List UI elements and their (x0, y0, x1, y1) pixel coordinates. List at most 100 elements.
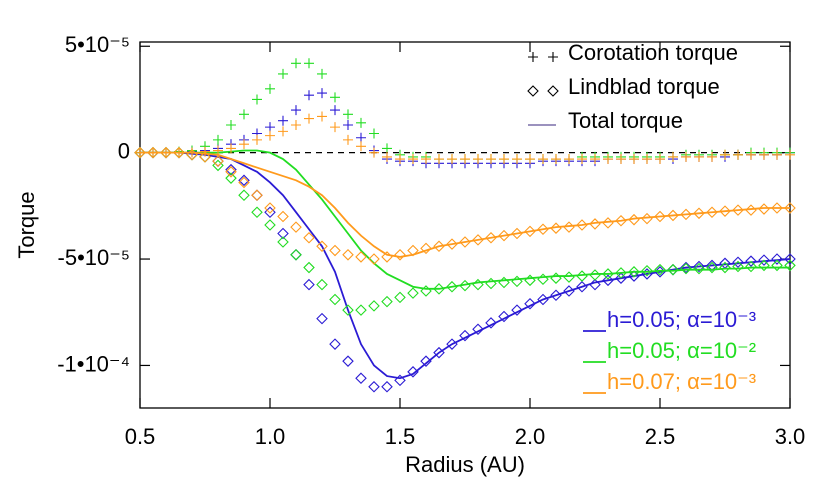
corotation-marker (278, 115, 288, 126)
corotation-marker (278, 68, 288, 79)
legend-label: h=0.05; α=10⁻² (607, 338, 756, 363)
corotation-marker (707, 151, 717, 162)
legend-symbol (527, 85, 539, 97)
corotation-marker (629, 154, 639, 165)
corotation-marker (525, 154, 535, 165)
lindblad-marker (719, 261, 731, 274)
lindblad-marker (693, 207, 705, 220)
lindblad-marker (745, 255, 757, 267)
legend-label: h=0.05; α=10⁻³ (607, 307, 756, 332)
lindblad-marker (368, 253, 380, 265)
lindblad-marker (316, 312, 328, 325)
lindblad-marker (563, 271, 575, 283)
corotation-marker (382, 151, 392, 162)
lindblad-marker (745, 260, 757, 273)
corotation-marker (785, 149, 795, 160)
lindblad-marker (472, 278, 484, 291)
lindblad-marker (485, 317, 497, 329)
legend-label: Total torque (568, 108, 683, 133)
lindblad-marker (667, 209, 679, 222)
lindblad-marker (719, 205, 731, 217)
corotation-marker (460, 154, 470, 165)
x-tick-label: 2.5 (645, 424, 676, 449)
corotation-marker (291, 119, 301, 130)
lindblad-marker (199, 151, 211, 163)
lindblad-marker (459, 329, 471, 342)
legend-symbol (547, 85, 559, 97)
lindblad-marker (511, 304, 523, 316)
corotation-marker (304, 90, 314, 101)
corotation-marker (343, 109, 353, 120)
lindblad-marker (680, 208, 692, 221)
lindblad-marker (628, 270, 640, 282)
lindblad-marker (329, 244, 341, 257)
corotation-marker (291, 58, 301, 69)
lindblad-marker (173, 146, 185, 159)
corotation-marker (642, 154, 652, 165)
lindblad-marker (394, 374, 406, 387)
lindblad-marker (225, 166, 237, 178)
corotation-marker (746, 149, 756, 160)
lindblad-marker (654, 263, 666, 276)
lindblad-marker (706, 206, 718, 219)
lindblad-marker (342, 249, 354, 261)
corotation-marker (252, 134, 262, 145)
lindblad-marker (758, 254, 770, 266)
lindblad-marker (225, 172, 237, 184)
corotation-marker (395, 154, 405, 165)
legend-symbol (528, 52, 538, 62)
corotation-marker (421, 154, 431, 165)
corotation-marker (447, 154, 457, 165)
corotation-marker (499, 154, 509, 165)
lindblad-marker (537, 223, 549, 236)
corotation-marker (330, 92, 340, 103)
lindblad-marker (160, 146, 172, 159)
x-axis-title: Radius (AU) (405, 452, 525, 477)
corotation-marker (356, 141, 366, 152)
lindblad-marker (303, 231, 315, 244)
legend-label: Corotation torque (568, 40, 738, 65)
corotation-marker (759, 149, 769, 160)
legend-label: h=0.07; α=10⁻³ (607, 369, 756, 394)
lindblad-marker (459, 236, 471, 248)
lindblad-marker (316, 278, 328, 291)
lindblad-marker (277, 210, 289, 223)
corotation-marker (226, 119, 236, 130)
lindblad-marker (329, 338, 341, 350)
lindblad-marker (693, 262, 705, 275)
corotation-marker (343, 134, 353, 145)
lindblad-marker (446, 238, 458, 250)
lindblad-marker (407, 287, 419, 299)
corotation-marker (538, 154, 548, 165)
lindblad-marker (342, 355, 354, 367)
lindblad-marker (264, 219, 276, 231)
x-tick-label: 3.0 (775, 424, 806, 449)
corotation-marker (239, 139, 249, 150)
lindblad-marker (381, 380, 393, 393)
lindblad-marker (342, 304, 354, 316)
lindblad-marker (329, 293, 341, 306)
lindblad-marker (277, 227, 289, 240)
lindblad-marker (368, 300, 380, 312)
lindblad-marker (290, 221, 302, 233)
corotation-marker (356, 117, 366, 128)
x-tick-label: 1.5 (385, 424, 416, 449)
plot-frame (139, 41, 791, 409)
corotation-marker (317, 111, 327, 122)
lindblad-marker (732, 204, 744, 216)
lindblad-marker (394, 249, 406, 261)
x-tick-label: 1.0 (255, 424, 286, 449)
corotation-marker (408, 154, 418, 165)
corotation-marker (772, 149, 782, 160)
lindblad-marker (615, 214, 627, 227)
lindblad-marker (498, 276, 510, 289)
lindblad-marker (290, 249, 302, 261)
lindblad-marker (602, 274, 614, 287)
lindblad-marker (251, 189, 263, 201)
lindblad-marker (511, 227, 523, 240)
corotation-marker (668, 151, 678, 162)
corotation-marker (252, 94, 262, 105)
total-torque-line (140, 149, 790, 290)
lindblad-marker (524, 225, 536, 238)
